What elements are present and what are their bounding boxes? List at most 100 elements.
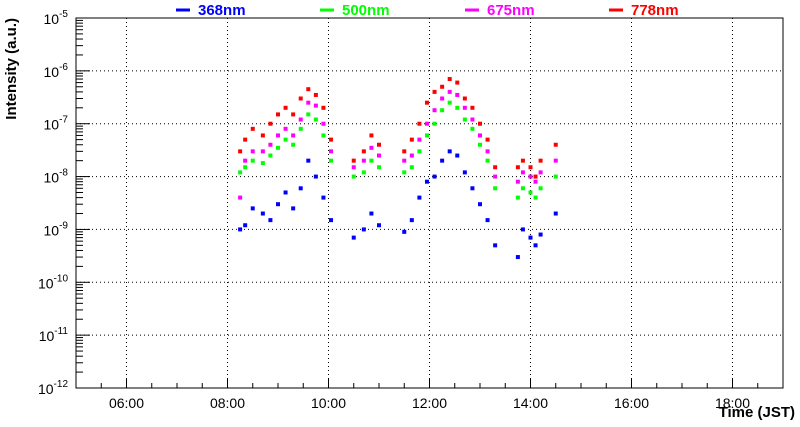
- axis-ticks: [76, 17, 759, 389]
- data-point: [440, 108, 445, 113]
- data-point: [493, 174, 498, 179]
- data-point: [306, 87, 311, 92]
- data-point: [250, 158, 255, 163]
- data-point: [321, 105, 326, 110]
- y-tick-label: 10-9: [44, 220, 69, 238]
- data-point: [351, 165, 356, 170]
- data-point: [447, 89, 452, 94]
- data-point: [329, 158, 334, 163]
- data-point: [361, 227, 366, 232]
- data-point: [313, 103, 318, 108]
- x-tick-label: 14:00: [513, 395, 548, 411]
- data-point: [470, 117, 475, 122]
- data-point: [321, 195, 326, 200]
- x-tick-label: 06:00: [109, 395, 144, 411]
- data-point: [369, 211, 374, 216]
- data-point: [268, 153, 273, 158]
- data-point: [432, 174, 437, 179]
- data-point: [409, 153, 414, 158]
- data-point: [260, 149, 265, 154]
- legend-label: 675nm: [487, 2, 535, 19]
- data-point: [238, 170, 243, 175]
- data-point: [538, 232, 543, 237]
- data-point: [250, 126, 255, 131]
- data-point: [260, 161, 265, 166]
- data-point: [243, 158, 248, 163]
- data-point: [515, 179, 520, 184]
- data-point: [402, 229, 407, 234]
- data-point: [462, 105, 467, 110]
- data-point: [377, 153, 381, 158]
- data-point: [538, 170, 543, 175]
- legend-label: 778nm: [631, 2, 679, 19]
- data-point: [553, 174, 558, 179]
- series-500nm: [238, 100, 558, 200]
- data-point: [470, 186, 475, 191]
- data-point: [533, 243, 538, 248]
- data-point: [377, 223, 381, 228]
- data-point: [520, 158, 525, 163]
- x-tick-label: 18:00: [715, 395, 750, 411]
- data-point: [361, 158, 366, 163]
- data-point: [528, 190, 533, 195]
- data-point: [402, 170, 407, 175]
- y-tick-labels: 10-12 10-11 10-10 10-9 10-8 10-7 10-6 10-5: [38, 9, 68, 397]
- data-point: [283, 126, 288, 131]
- x-tick-label: 08:00: [210, 395, 245, 411]
- data-point: [321, 121, 326, 126]
- data-point: [268, 218, 273, 223]
- data-point: [329, 149, 334, 154]
- data-point: [298, 117, 303, 122]
- data-point: [291, 142, 296, 147]
- data-point: [515, 195, 520, 200]
- data-point: [369, 133, 374, 138]
- data-point: [515, 255, 520, 260]
- data-point: [417, 121, 422, 126]
- y-axis-label: Intensity (a.u.): [3, 18, 20, 120]
- data-point: [493, 165, 498, 170]
- data-point: [402, 158, 407, 163]
- data-point: [553, 142, 558, 147]
- data-point: [478, 133, 482, 138]
- data-point: [455, 80, 460, 85]
- data-point: [409, 218, 414, 223]
- data-point: [485, 149, 490, 154]
- data-point: [291, 112, 296, 117]
- data-point: [298, 96, 303, 101]
- data-points: [238, 77, 558, 260]
- data-point: [424, 100, 429, 105]
- data-point: [470, 126, 475, 131]
- data-point: [276, 112, 280, 117]
- data-point: [238, 149, 243, 154]
- data-point: [402, 149, 407, 154]
- data-point: [238, 195, 243, 200]
- data-point: [260, 133, 265, 138]
- data-point: [283, 190, 288, 195]
- y-tick-label: 10-5: [44, 9, 69, 27]
- x-tick-labels: 06:00 08:00 10:00 12:00 14:00 16:00 18:00: [109, 395, 750, 411]
- data-point: [329, 137, 334, 142]
- data-point: [276, 133, 280, 138]
- data-point: [528, 165, 533, 170]
- data-point: [361, 149, 366, 154]
- data-point: [462, 170, 467, 175]
- data-point: [432, 121, 437, 126]
- data-point: [478, 121, 482, 126]
- data-point: [478, 202, 482, 207]
- data-point: [515, 165, 520, 170]
- data-point: [361, 170, 366, 175]
- legend-label: 368nm: [198, 2, 246, 19]
- data-point: [493, 186, 498, 191]
- series-675nm: [238, 89, 558, 200]
- data-point: [485, 158, 490, 163]
- data-point: [432, 89, 437, 94]
- data-point: [528, 235, 533, 240]
- data-point: [553, 158, 558, 163]
- y-tick-label: 10-7: [44, 115, 69, 133]
- data-point: [485, 137, 490, 142]
- data-point: [440, 96, 445, 101]
- data-point: [520, 170, 525, 175]
- data-point: [462, 117, 467, 122]
- data-point: [432, 108, 437, 113]
- data-point: [417, 195, 422, 200]
